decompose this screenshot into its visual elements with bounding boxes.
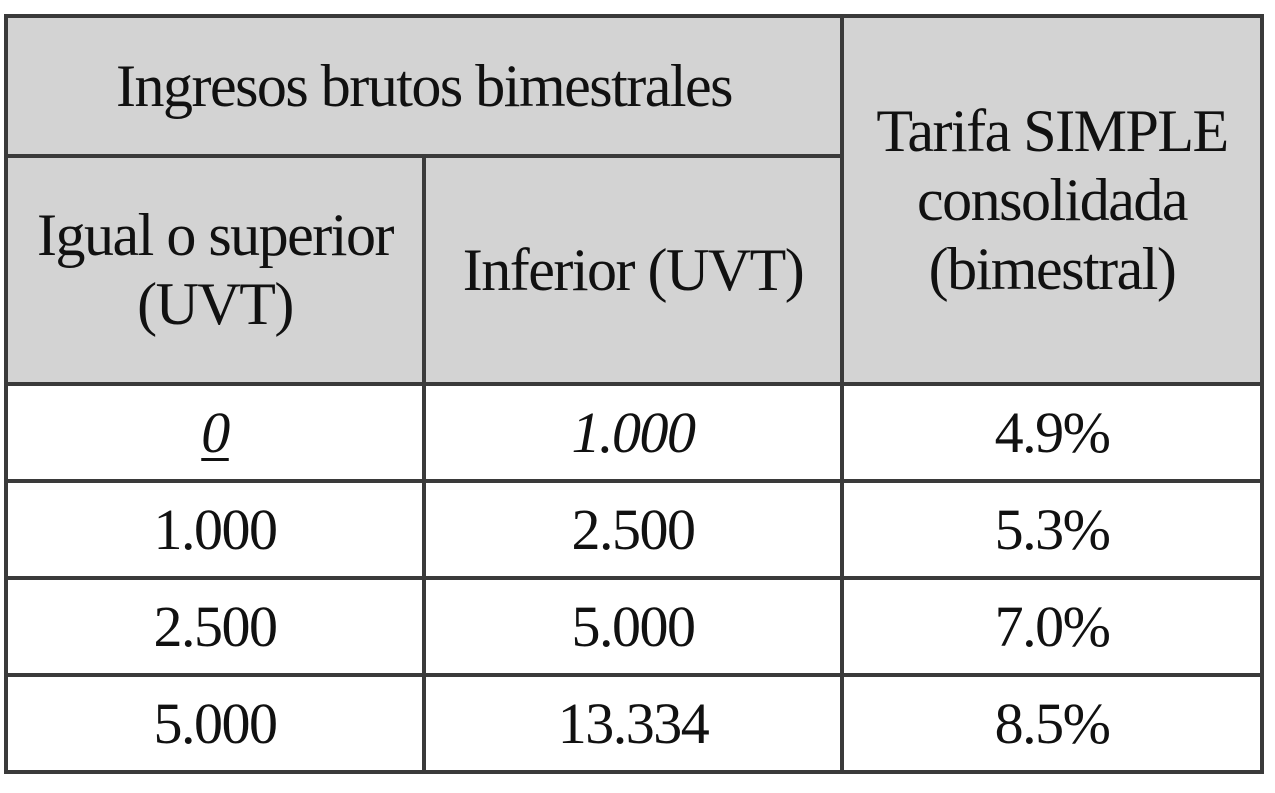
header-lower-bound: Igual o superior (UVT) [4,154,426,386]
simple-tariff-table: Ingresos brutos bimestrales Tarifa SIMPL… [3,14,1265,774]
cell-lower: 5.000 [4,673,426,774]
cell-lower-value: 0 [201,400,230,465]
cell-upper: 1.000 [421,382,845,483]
table-row: 2.500 5.000 7.0% [4,576,1265,677]
cell-rate: 8.5% [840,673,1265,774]
header-row-sub: Igual o superior (UVT) Inferior (UVT) [4,154,1262,386]
header-rate: Tarifa SIMPLE consolidada (bimestral) [840,14,1265,386]
cell-upper: 2.500 [421,479,845,580]
cell-lower: 1.000 [4,479,426,580]
table-row: 1.000 2.500 5.3% [4,479,1265,580]
group-header-gross-income: Ingresos brutos bimestrales [3,14,845,158]
cell-upper: 13.334 [421,673,845,774]
table-row: 0 1.000 4.9% [4,382,1265,483]
header-upper-bound: Inferior (UVT) [421,154,845,386]
cell-rate: 5.3% [840,479,1265,580]
cell-lower: 0 [4,382,426,483]
cell-lower: 2.500 [4,576,426,677]
header-row-top: Ingresos brutos bimestrales Tarifa SIMPL… [3,14,1265,386]
cell-rate: 7.0% [840,576,1265,677]
cell-rate: 4.9% [840,382,1265,483]
cell-upper: 5.000 [421,576,845,677]
table-row: 5.000 13.334 8.5% [4,673,1265,774]
rate-table-container: Ingresos brutos bimestrales Tarifa SIMPL… [3,14,1265,774]
